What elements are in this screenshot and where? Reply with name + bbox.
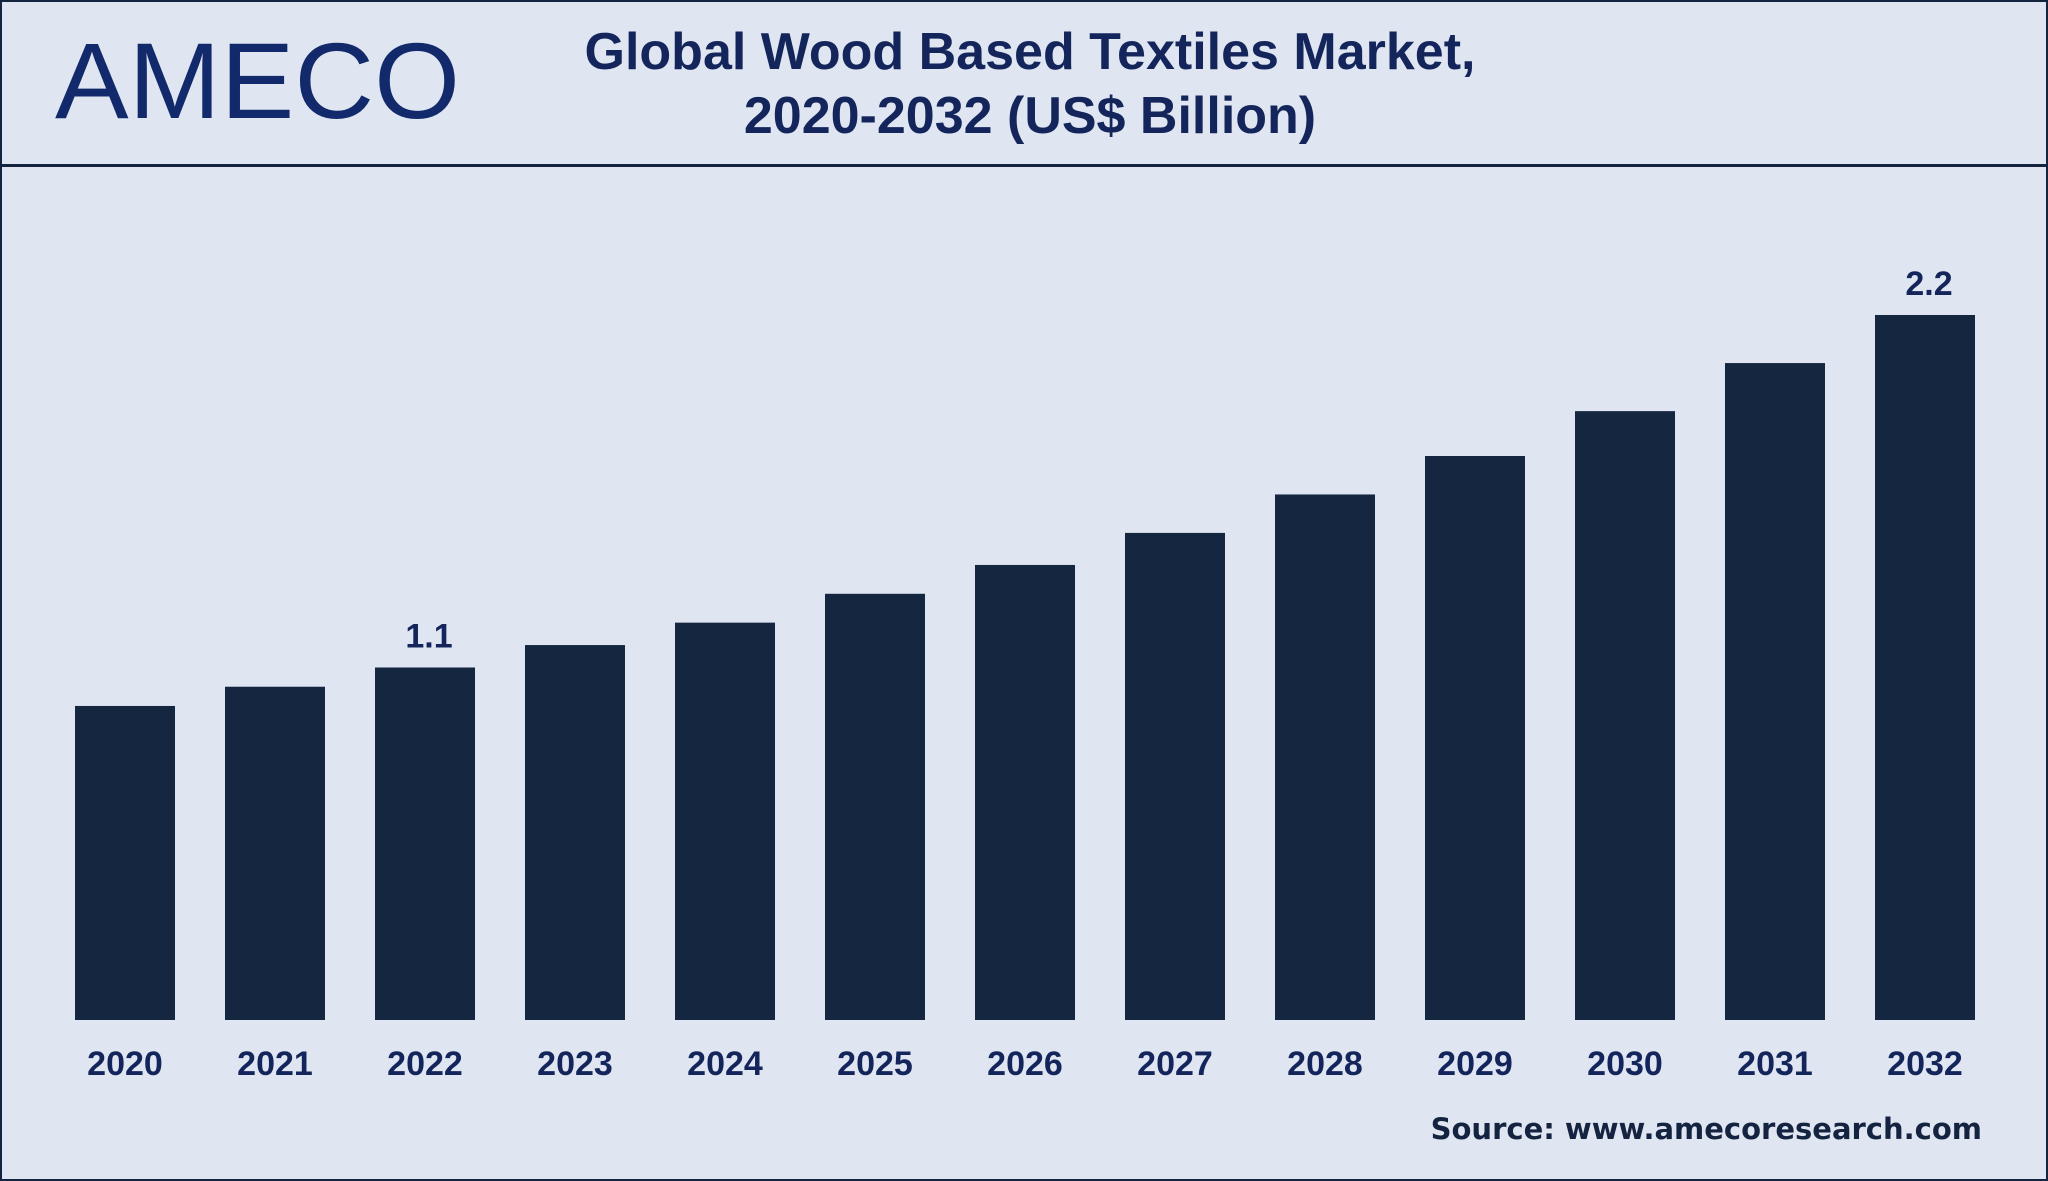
header: AMECO Global Wood Based Textiles Market,… bbox=[0, 0, 2048, 167]
bar-2024 bbox=[675, 622, 775, 1020]
bar-2029 bbox=[1425, 456, 1525, 1020]
data-label-2032: 2.2 bbox=[1905, 265, 1952, 303]
x-tick-label-2028: 2028 bbox=[1287, 1045, 1363, 1083]
x-tick-label-2022: 2022 bbox=[387, 1045, 463, 1083]
chart-title: Global Wood Based Textiles Market, 2020-… bbox=[460, 20, 1600, 148]
bar-2025 bbox=[825, 593, 925, 1020]
x-tick-label-2027: 2027 bbox=[1137, 1045, 1213, 1083]
source-note: Source: www.amecoresearch.com bbox=[1430, 1112, 1982, 1146]
chart-title-line2: 2020-2032 (US$ Billion) bbox=[743, 87, 1317, 145]
x-tick-label-2023: 2023 bbox=[537, 1045, 613, 1083]
x-tick-label-2031: 2031 bbox=[1737, 1045, 1813, 1083]
x-tick-label-2024: 2024 bbox=[687, 1045, 763, 1083]
bar-2026 bbox=[975, 564, 1075, 1020]
x-tick-label-2030: 2030 bbox=[1587, 1045, 1663, 1083]
x-tick-label-2029: 2029 bbox=[1437, 1045, 1513, 1083]
bar-2022 bbox=[375, 667, 475, 1020]
bar-2032 bbox=[1875, 315, 1975, 1020]
x-tick-label-2020: 2020 bbox=[87, 1045, 163, 1083]
chart-title-line1: Global Wood Based Textiles Market, bbox=[584, 23, 1476, 81]
bar-2031 bbox=[1725, 363, 1825, 1020]
bar-2028 bbox=[1275, 494, 1375, 1020]
bar-2027 bbox=[1125, 532, 1225, 1020]
bar-2021 bbox=[225, 686, 325, 1020]
x-tick-label-2032: 2032 bbox=[1887, 1045, 1963, 1083]
x-tick-label-2025: 2025 bbox=[837, 1045, 913, 1083]
x-tick-label-2026: 2026 bbox=[987, 1045, 1063, 1083]
bar-2023 bbox=[525, 645, 625, 1020]
ameco-logo: AMECO bbox=[55, 30, 460, 130]
logo-text: AMECO bbox=[55, 30, 460, 130]
data-label-2022: 1.1 bbox=[405, 618, 452, 656]
bar-2020 bbox=[75, 705, 175, 1020]
x-tick-label-2021: 2021 bbox=[237, 1045, 313, 1083]
bar-2030 bbox=[1575, 411, 1675, 1020]
